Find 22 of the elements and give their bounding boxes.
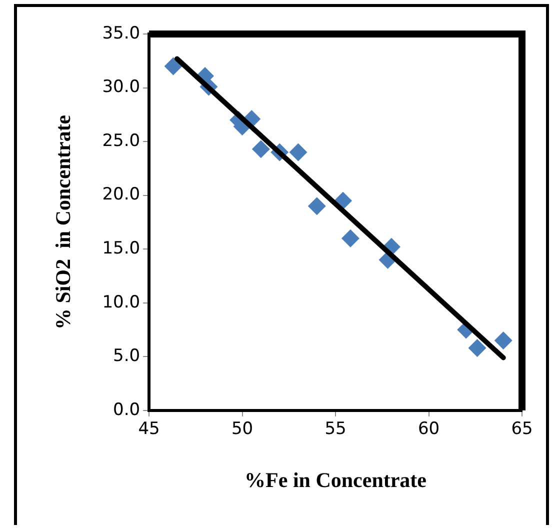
- point: [252, 140, 270, 158]
- y-tick-label: 35.0: [102, 23, 140, 44]
- y-tick-label: 0.0: [113, 400, 140, 420]
- y-tick-label: 20.0: [102, 184, 140, 205]
- point: [308, 197, 326, 216]
- x-tick-label: 60: [418, 419, 440, 440]
- y-tick-label: 30.0: [102, 77, 140, 98]
- y-tick-label: 25.0: [102, 130, 140, 151]
- y-axis-title: % SiO2 in Concentrate: [51, 114, 76, 330]
- x-tick-label: 55: [324, 419, 346, 440]
- x-tick-label: 65: [511, 419, 533, 440]
- point: [341, 229, 360, 248]
- point: [494, 331, 512, 350]
- y-tick-label: 15.0: [102, 238, 140, 259]
- y-tick-label: 10.0: [102, 292, 140, 312]
- point: [164, 57, 182, 76]
- y-tick-label: 5.0: [113, 346, 140, 366]
- point: [289, 143, 308, 162]
- point: [468, 339, 486, 358]
- x-tick-label: 50: [231, 419, 254, 440]
- x-axis-title: %Fe in Concentrate: [244, 468, 427, 492]
- x-tick-label: 45: [138, 419, 160, 440]
